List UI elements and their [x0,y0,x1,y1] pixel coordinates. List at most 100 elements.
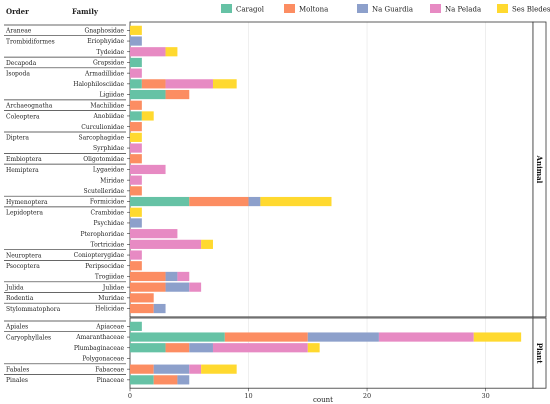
bar-segment [224,332,308,342]
facet-strip-label: Animal [535,155,544,184]
bar-segment [307,332,379,342]
bar-segment [130,79,142,89]
order-label: Trombidiformes [6,38,55,45]
order-label: Psocoptera [6,263,40,270]
family-label: Crambidae [91,209,125,216]
panels: Animal Araneae Gnaphosidae Trombidiformes Er… [4,21,547,389]
order-label: Embioptera [6,156,42,163]
bar-segment [130,122,142,132]
bar-segment [189,196,249,207]
bar-segment [130,132,142,142]
family-label: Muridae [98,295,124,302]
family-label: Halophilosciidae [73,81,124,88]
order-label: Neuroptera [6,252,42,259]
bar-segment [130,321,142,331]
bar-segment [212,79,237,89]
family-label: Amaranthaceae [75,334,124,341]
bar-segment [189,343,213,353]
bar-segment [130,175,142,185]
bar-segment [177,271,190,282]
panel-animal: Animal Araneae Gnaphosidae Trombidiformes Er… [4,21,547,318]
x-tick-label: 0 [128,392,132,400]
legend-swatch [357,4,368,13]
bar-segment [212,343,308,353]
order-label: Araneae [5,28,32,35]
bar-segment [130,207,142,217]
bar-segment [201,239,213,249]
order-label: Hymenoptera [6,199,48,206]
legend-swatch [221,4,232,13]
family-label: Machilidae [90,102,124,109]
bar-segment [130,364,154,374]
order-label: Julida [5,285,24,292]
bar-segment [141,79,166,89]
order-label: Caryophyllales [6,334,51,341]
bar-segment [165,271,178,282]
family-label: Scutelleridae [84,188,125,195]
family-label: Anobiidae [93,113,125,120]
bar-segment [165,79,213,89]
family-label: Coniopterygidae [74,252,125,259]
order-label: Fabales [6,367,29,374]
family-label: Pterophoridae [80,231,124,238]
bar-segment [130,343,166,353]
bar-segment [165,343,190,353]
family-label: Tydeidae [96,49,124,56]
family-label: Lygaeidae [93,167,125,174]
bar-segment [165,89,190,100]
x-tick-label: 20 [363,392,371,400]
family-label: Sarcophagidae [78,134,124,141]
bar-segment [130,218,142,228]
bar-segment [130,47,166,57]
bar-segment [130,293,154,303]
order-label: Stylommatophora [6,306,61,313]
bar-segment [130,250,142,260]
bar-segment [130,186,142,196]
x-tick-label: 30 [481,392,489,400]
family-label: Gnaphosidae [84,27,124,34]
order-label: Rodentia [6,295,34,302]
family-header: Family [72,7,99,16]
bar-segment [177,375,190,385]
family-label: Formicidae [90,199,125,206]
family-label: Helicidae [95,306,124,313]
order-label: Diptera [6,135,29,142]
legend-label: Moltona [299,6,328,14]
legend: Caragol Moltona Na Guardia Na Pelada Ses Ble… [221,4,550,14]
bar-segment [130,89,166,100]
bar-segment [130,164,166,175]
bar-segment [130,143,142,153]
family-label: Syrphidae [93,145,124,152]
bar-segment [130,271,166,282]
order-label: Lepidoptera [6,210,43,217]
bar-segment [130,261,142,271]
bar-segment [260,196,332,207]
family-label: Psychidae [94,220,125,227]
bar-segment [130,36,142,46]
family-label: Eriophyidae [87,38,124,45]
bar-segment [130,303,154,314]
bar-segment [307,343,320,353]
order-label: Hemiptera [6,167,39,174]
legend-item-na-guardia: Na Guardia [357,4,413,14]
bar-segment [141,111,154,121]
bar-segment [473,332,522,342]
bar-segment [130,57,142,68]
bar-segment [165,282,190,292]
family-label: Ligiidae [99,92,124,99]
bar-segment [130,25,142,35]
family-label: Pinaceae [97,377,125,384]
facet-strip [532,317,547,389]
facet-strip [532,21,547,318]
legend-swatch [497,4,508,13]
order-label: Isopoda [6,71,30,78]
family-label: Trogiidae [95,274,125,281]
family-label: Apiaceae [95,323,124,330]
legend-label: Caragol [236,6,265,14]
family-label: Plumbaginaceae [74,345,125,352]
x-axis-title: count [313,396,333,404]
order-header: Order [6,7,29,16]
legend-label: Na Guardia [372,6,413,14]
order-label: Apiales [5,324,28,331]
order-label: Decapoda [6,60,37,67]
